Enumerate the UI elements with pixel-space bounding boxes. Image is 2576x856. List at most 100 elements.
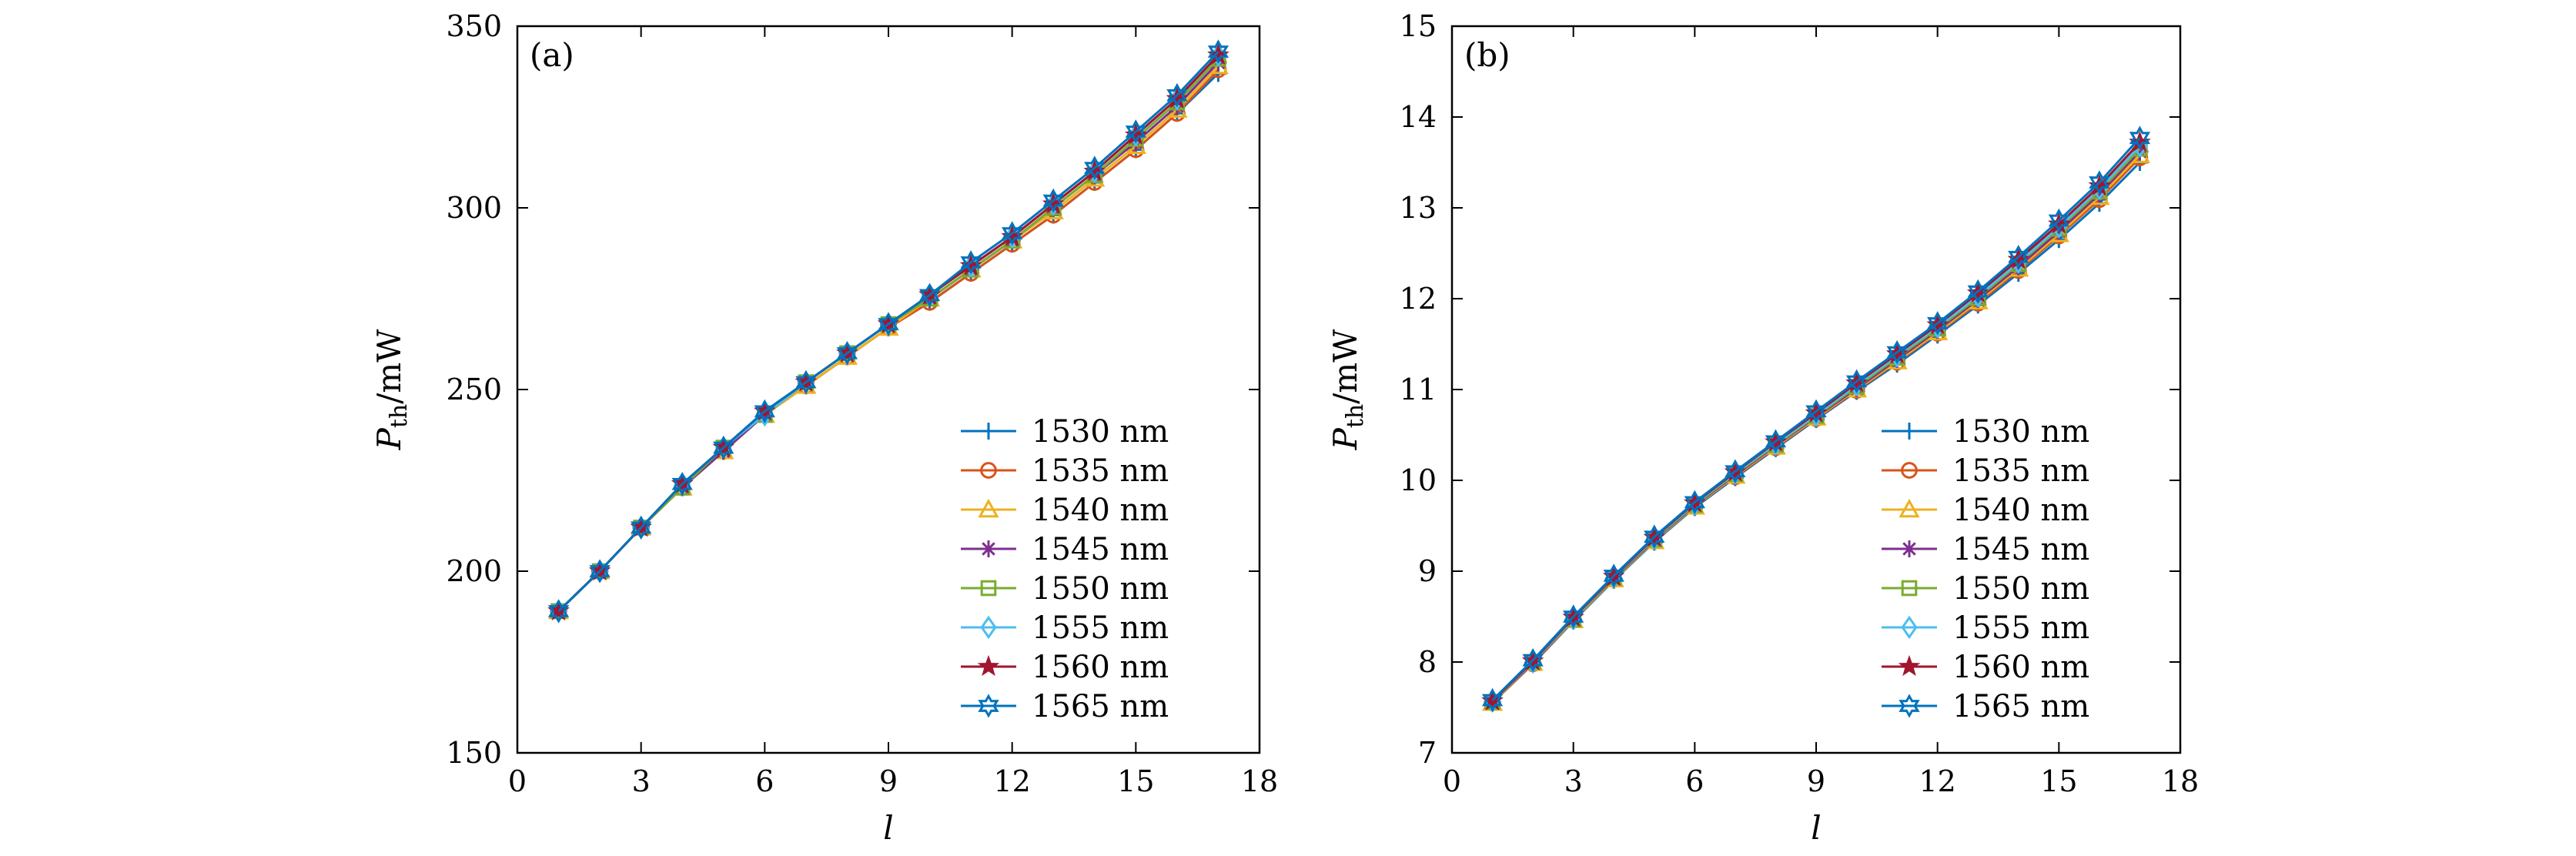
y-tick-label: 7: [1418, 736, 1437, 770]
series-1565-nm: [1481, 125, 2151, 713]
data-point: [1644, 524, 1665, 549]
data-point: [1927, 311, 1949, 336]
legend-label: 1555 nm: [1032, 610, 1169, 646]
legend-marker: [980, 615, 997, 640]
x-tick-label: 9: [879, 764, 898, 798]
data-point: [1805, 399, 1827, 424]
data-point: [2008, 245, 2029, 269]
x-tick-label: 15: [1117, 764, 1154, 798]
data-point: [2129, 125, 2151, 150]
plot-frame: [1450, 25, 2182, 754]
y-tick-label: 8: [1418, 645, 1437, 679]
y-axis-title-unit: /mW: [370, 329, 408, 404]
legend-label: 1545 nm: [1032, 532, 1169, 567]
x-tick-label: 3: [632, 764, 651, 798]
y-axis-title: Pth/mW: [370, 329, 413, 451]
x-tick-label: 6: [755, 764, 774, 798]
y-tick-label: 11: [1400, 373, 1437, 406]
legend-label: 1550 nm: [1952, 571, 2089, 607]
data-point: [918, 283, 941, 307]
legend-marker: [1901, 540, 1918, 557]
x-tick-label: 18: [1241, 764, 1278, 798]
legend-label: 1550 nm: [1032, 571, 1169, 607]
y-tick-label: 14: [1400, 100, 1437, 134]
legend-marker: [1898, 654, 1921, 677]
panel-label: (a): [530, 36, 574, 74]
legend-marker: [980, 540, 997, 557]
legend-label: 1545 nm: [1952, 532, 2089, 567]
data-point: [1166, 82, 1188, 108]
y-axis-title: Pth/mW: [1326, 329, 1369, 451]
x-tick-label: 12: [1919, 764, 1955, 798]
data-point: [631, 515, 652, 540]
data-point: [2089, 170, 2110, 195]
legend-marker: [1899, 694, 1920, 718]
legend-marker: [1901, 462, 1918, 479]
data-point: [1481, 687, 1504, 713]
x-tick-label: 3: [1564, 764, 1583, 798]
legend-label: 1535 nm: [1952, 453, 2089, 489]
y-tick-label: 300: [446, 191, 502, 225]
legend-label: 1530 nm: [1032, 414, 1169, 450]
data-point: [1603, 563, 1624, 588]
legend-marker: [978, 694, 999, 718]
x-tick-label: 15: [2040, 764, 2077, 798]
legend-marker: [980, 462, 997, 479]
legend-marker: [978, 498, 999, 518]
y-axis-title-unit: /mW: [1326, 329, 1364, 404]
series-line: [1491, 137, 2141, 701]
data-point: [795, 369, 817, 395]
data-point: [713, 435, 734, 460]
panel-b: 0 3 6 9 12 15 18 7 8 9 10 11 12 13 14 15 l Pth/mW (b) 1530 …: [1326, 9, 2199, 847]
y-axis-title-sub: th: [386, 404, 413, 428]
y-tick-label: 350: [446, 9, 502, 43]
x-tick-label: 6: [1685, 764, 1704, 798]
x-tick-label: 9: [1807, 764, 1825, 798]
legend-label: 1565 nm: [1952, 689, 2089, 724]
data-point: [671, 472, 693, 497]
legend-marker: [980, 423, 997, 440]
legend-marker: [1899, 498, 1920, 518]
y-axis-title-main: P: [370, 427, 408, 450]
data-point: [547, 599, 570, 624]
legend-marker: [980, 580, 997, 597]
panel-a: 0 3 6 9 12 15 18 150 200 250 300 350 l Pth/mW (a) 1530 …: [370, 9, 1278, 847]
data-point: [1765, 429, 1787, 453]
series-line: [557, 50, 1219, 612]
data-point: [1725, 459, 1746, 483]
data-point: [1002, 221, 1023, 246]
data-point: [1684, 490, 1705, 515]
data-point: [2048, 208, 2069, 233]
x-tick-label: 12: [993, 764, 1030, 798]
data-point: [1889, 351, 1906, 369]
legend-marker: [1901, 580, 1918, 597]
y-axis-title-sub: th: [1342, 404, 1369, 428]
series-1565-nm: [547, 39, 1229, 624]
x-axis-title: l: [883, 809, 893, 847]
y-tick-label: 15: [1400, 9, 1437, 43]
legend-marker: [1901, 423, 1918, 440]
legend-label: 1530 nm: [1952, 414, 2089, 450]
data-point: [1848, 380, 1865, 397]
legend-label: 1565 nm: [1032, 689, 1169, 724]
data-point: [589, 559, 611, 583]
data-point: [1845, 369, 1868, 394]
data-point: [2131, 142, 2149, 160]
legend-marker: [977, 654, 1000, 677]
data-point: [1563, 604, 1584, 629]
y-tick-label: 250: [446, 373, 502, 406]
legend-label: 1535 nm: [1032, 453, 1169, 489]
legend-label: 1560 nm: [1032, 650, 1169, 685]
x-tick-label: 0: [1443, 764, 1461, 798]
data-point: [1207, 39, 1229, 64]
data-point: [1886, 339, 1908, 365]
data-point: [1125, 119, 1146, 144]
y-tick-label: 10: [1400, 463, 1437, 497]
legend-label: 1540 nm: [1952, 493, 2089, 528]
data-point: [1967, 279, 1989, 304]
legend-label: 1540 nm: [1032, 493, 1169, 528]
legend-label: 1560 nm: [1952, 650, 2089, 685]
